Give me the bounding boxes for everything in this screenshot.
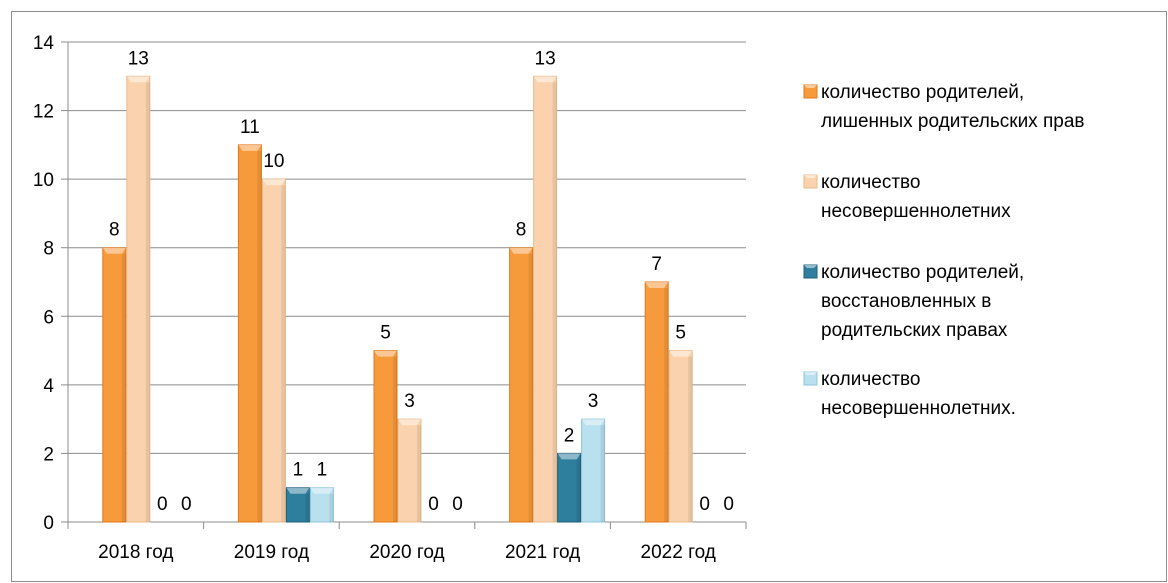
bar-shade	[329, 493, 334, 522]
bar-bevel	[557, 453, 581, 460]
bar-shade	[305, 493, 310, 522]
bar	[581, 418, 606, 523]
y-tick-label: 14	[33, 33, 55, 54]
bar	[309, 487, 334, 523]
bar-bevel	[581, 419, 605, 426]
x-tick-label: 2019 год	[234, 542, 309, 563]
bar	[102, 247, 127, 523]
data-label: 2	[564, 425, 575, 446]
bar-shade	[664, 288, 669, 522]
x-tick-label: 2018 год	[98, 542, 173, 563]
x-tick-label: 2021 год	[505, 542, 580, 563]
legend: количество родителей, лишенных родительск…	[803, 82, 1084, 419]
bar	[373, 350, 398, 523]
legend-swatch-bevel	[804, 372, 817, 375]
bar-shade	[121, 253, 126, 522]
bar	[126, 75, 151, 523]
y-tick-label: 12	[33, 102, 54, 123]
bar	[261, 178, 286, 523]
y-tick-label: 10	[33, 170, 54, 191]
data-label: 1	[317, 460, 328, 481]
bar-bevel	[126, 76, 150, 83]
legend-label: родительских правах	[821, 320, 1008, 341]
data-label: 0	[428, 494, 439, 515]
gridlines	[68, 41, 746, 454]
legend-label: несовершеннолетних	[821, 201, 1011, 222]
bar-bevel	[374, 350, 397, 357]
bar-bevel	[533, 76, 557, 83]
bar	[533, 75, 558, 523]
bar	[397, 418, 422, 523]
data-label: 3	[404, 391, 415, 412]
data-label: 11	[240, 117, 260, 138]
legend-swatch-bevel	[804, 265, 817, 268]
bar-bevel	[238, 144, 262, 151]
legend-swatch-bevel	[804, 175, 817, 178]
x-tick-labels: 2018 год 2019 год 2020 год 2021 год 2022 год	[98, 542, 716, 563]
x-tick-label: 2020 год	[369, 542, 444, 563]
data-label: 13	[128, 48, 149, 69]
data-label: 0	[452, 494, 463, 515]
legend-label: количество родителей,	[821, 262, 1024, 283]
data-label: 1	[293, 460, 304, 481]
y-tick-labels: 0 2 4 6 8 10 12 14	[33, 33, 55, 534]
y-tick-label: 8	[43, 239, 54, 260]
bars	[102, 75, 693, 523]
legend-label: несовершеннолетних.	[821, 398, 1016, 419]
bar	[237, 144, 262, 523]
bar-shade	[393, 356, 397, 522]
y-tick-label: 0	[43, 513, 54, 534]
bar	[509, 247, 534, 523]
bar-shade	[257, 150, 262, 522]
y-tick-label: 4	[43, 376, 54, 397]
data-label: 0	[699, 494, 710, 515]
x-tick-label: 2022 год	[641, 542, 716, 563]
data-label: 7	[651, 254, 662, 275]
bar-bevel	[262, 179, 286, 186]
y-tick-label: 2	[43, 444, 54, 465]
legend-label: количество	[821, 172, 921, 193]
bar-shade	[576, 459, 581, 522]
data-label: 0	[723, 494, 734, 515]
data-label: 5	[380, 323, 391, 344]
data-label: 5	[675, 323, 686, 344]
data-label: 8	[516, 220, 527, 241]
bar-shade	[600, 425, 605, 522]
bar-shade	[552, 82, 557, 523]
bar-bevel	[509, 247, 533, 254]
bar-bevel	[310, 487, 334, 494]
bar-shade	[417, 425, 421, 522]
bar	[668, 350, 693, 523]
bar-shade	[688, 356, 693, 522]
bar	[644, 281, 669, 523]
bar-bevel	[669, 350, 693, 357]
data-label: 10	[263, 151, 284, 172]
bar-shade	[281, 185, 286, 522]
bar-bevel	[398, 419, 421, 426]
data-label: 0	[181, 494, 192, 515]
bar-bevel	[102, 247, 126, 254]
y-tick-label: 6	[43, 307, 54, 328]
bar-shade	[145, 82, 150, 523]
data-label: 0	[157, 494, 168, 515]
legend-swatch-bevel	[804, 85, 817, 88]
data-label: 3	[588, 391, 599, 412]
bar	[557, 452, 582, 523]
data-label: 8	[109, 220, 120, 241]
data-label: 13	[535, 48, 556, 69]
legend-label: восстановленных в	[821, 291, 991, 312]
legend-label: количество	[821, 369, 921, 390]
bar-shade	[528, 253, 533, 522]
bar	[285, 487, 310, 523]
legend-label: лишенных родительских прав	[821, 111, 1084, 132]
bar-bevel	[286, 487, 310, 494]
bar-bevel	[645, 282, 669, 288]
legend-label: количество родителей,	[821, 82, 1024, 103]
